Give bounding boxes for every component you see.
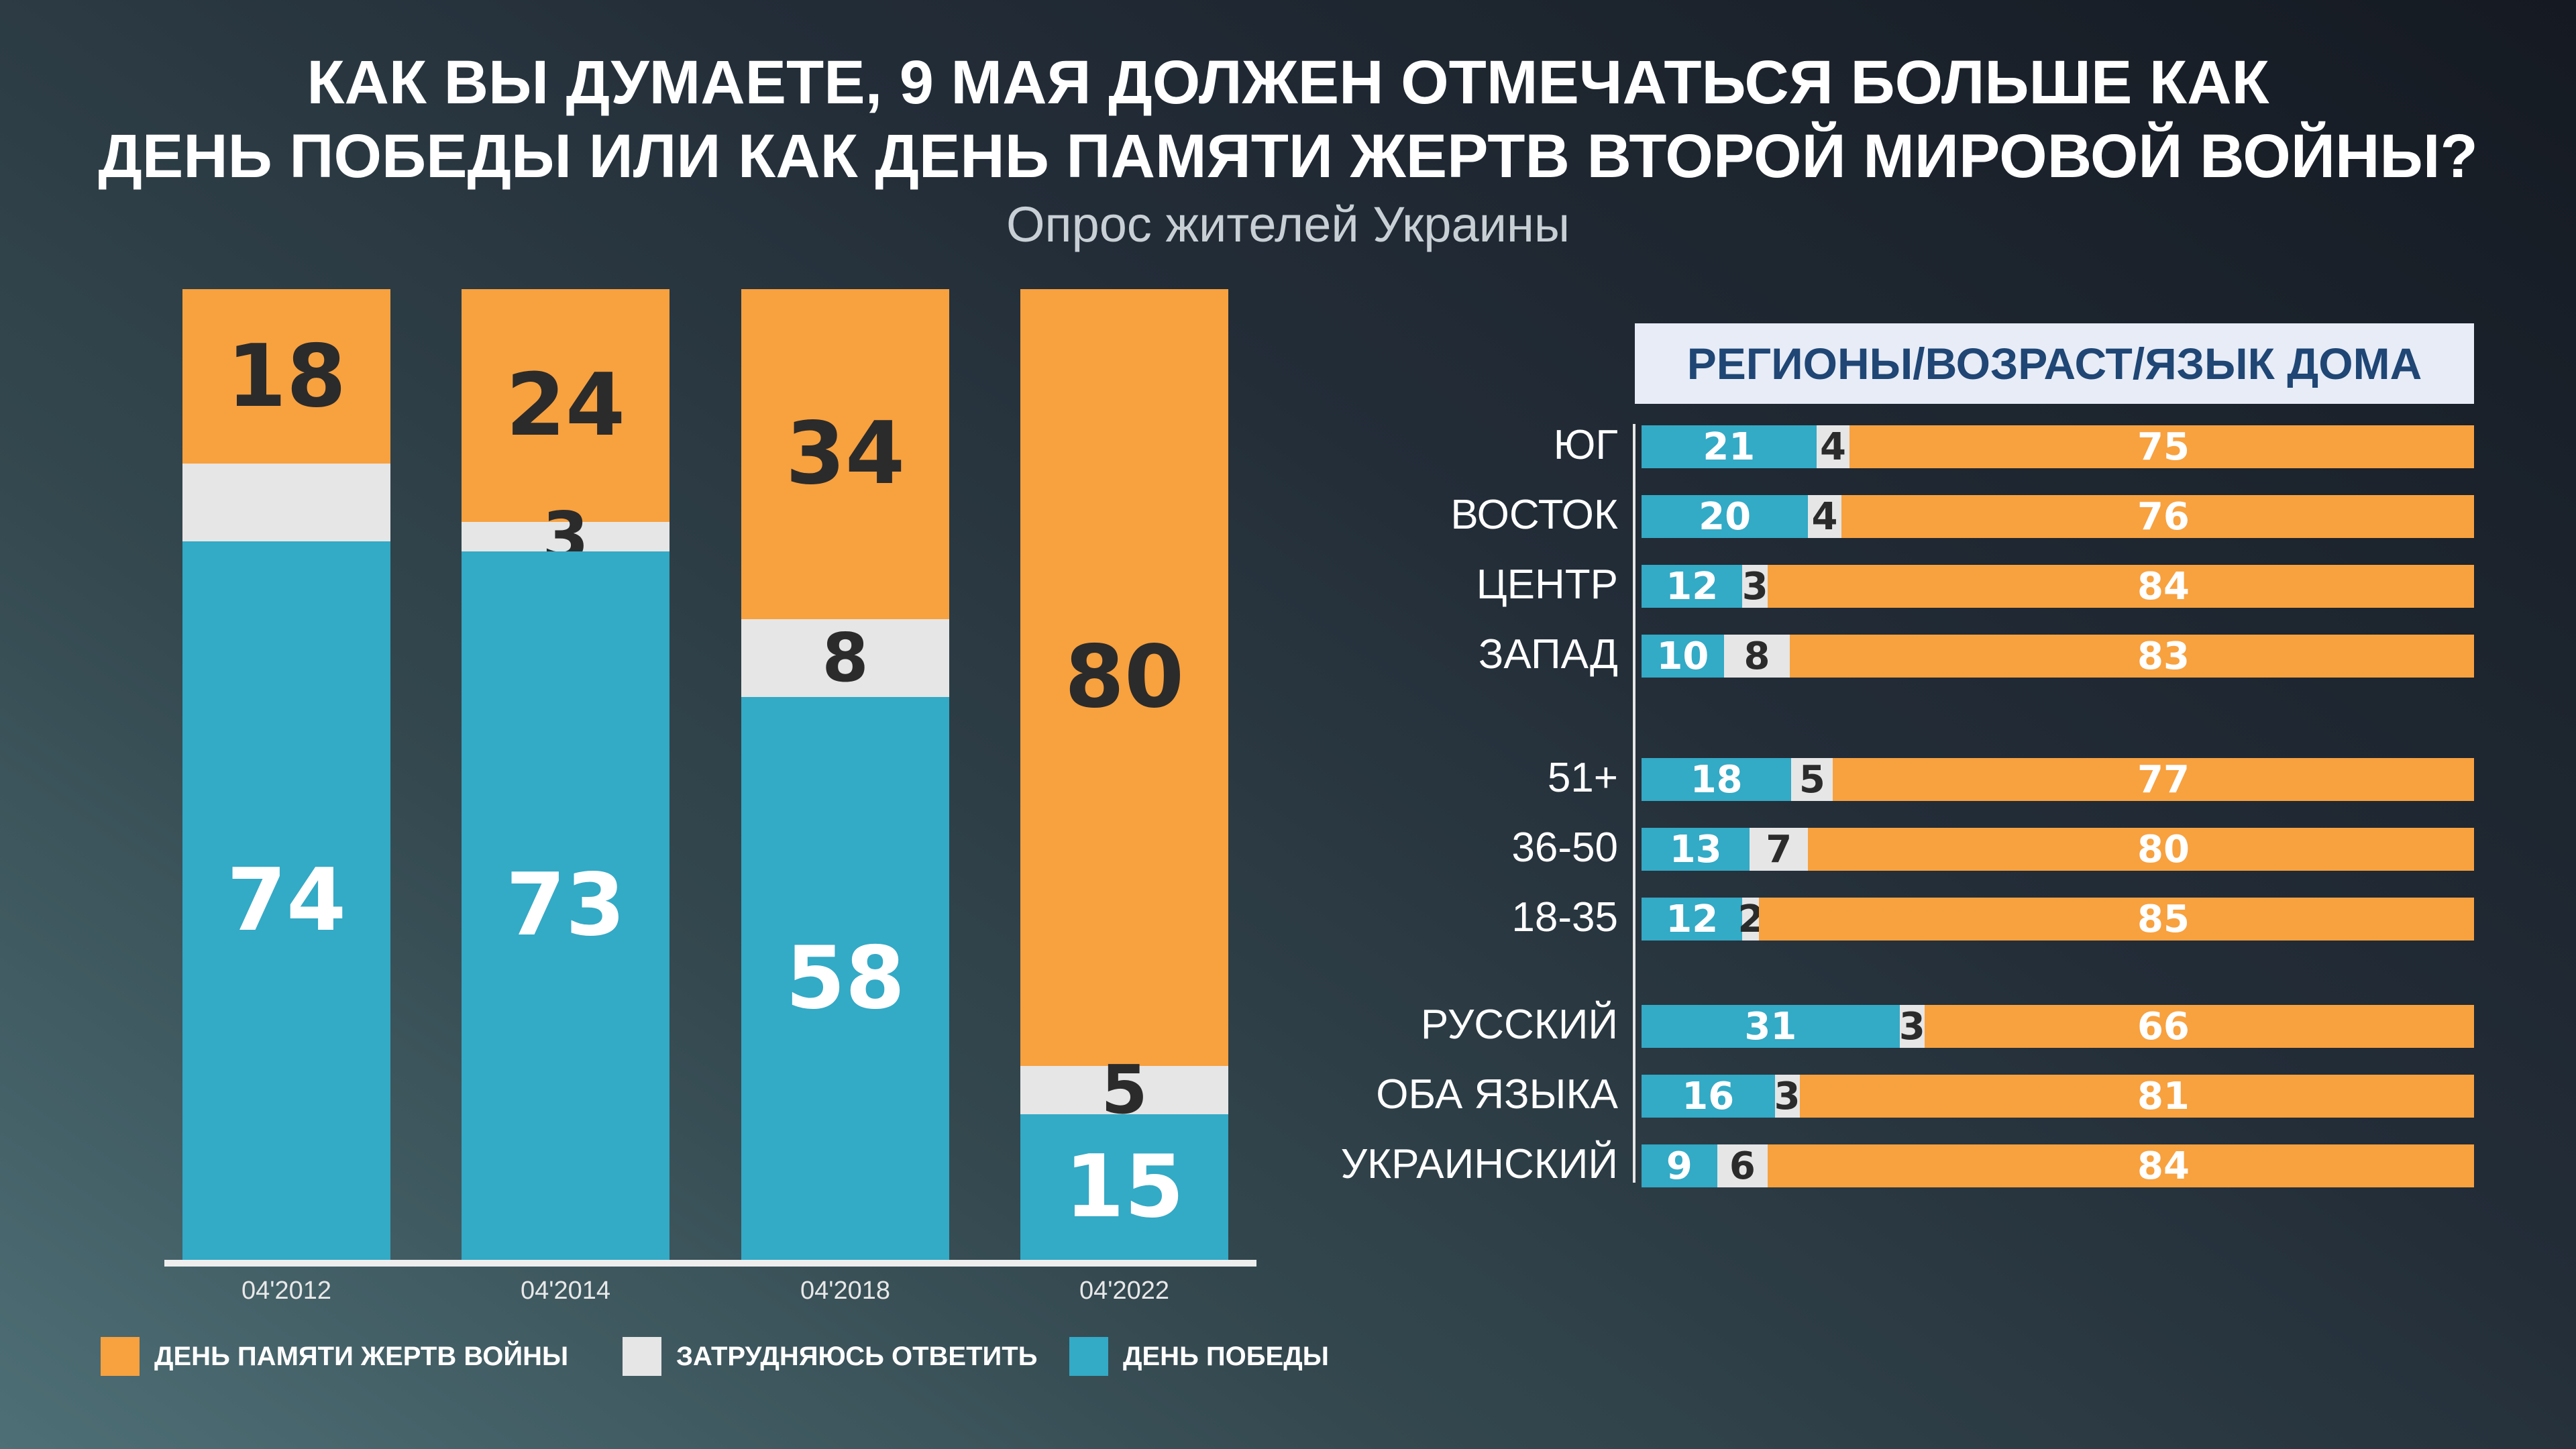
row-label: УКРАИНСКИЙ <box>1340 1141 1618 1187</box>
bar-segment-memory: 84 <box>1768 1144 2474 1188</box>
bar-segment-victory: 73 <box>462 551 669 1260</box>
bar-segment-memory: 77 <box>1833 758 2474 802</box>
breakdown-row: 51+ 18 5 77 <box>0 755 2576 802</box>
bar-segment-undecided: 7 <box>1750 828 1809 871</box>
row-label: ЦЕНТР <box>1476 561 1618 608</box>
bar-segment-victory: 15 <box>1020 1114 1228 1260</box>
bar-segment-memory: 80 <box>1020 289 1228 1066</box>
bar-segment-victory: 16 <box>1642 1075 1775 1118</box>
breakdown-row: ЦЕНТР 12 3 84 <box>0 561 2576 608</box>
bar-segment-victory: 31 <box>1642 1005 1900 1049</box>
bar-segment-victory: 9 <box>1642 1144 1717 1188</box>
stacked-bar: 9 6 84 <box>1642 1144 2474 1188</box>
legend-swatch-victory <box>1069 1337 1108 1376</box>
legend-label-victory: ДЕНЬ ПОБЕДЫ <box>1123 1341 1329 1371</box>
subtitle: Опрос жителей Украины <box>1006 197 1570 252</box>
bar-segment-undecided: 3 <box>1774 1074 1801 1118</box>
bar-segment-memory: 18 <box>182 289 390 464</box>
breakdown-row: УКРАИНСКИЙ 9 6 84 <box>0 1141 2576 1188</box>
bar-segment-victory: 20 <box>1642 495 1809 539</box>
bar-segment-undecided: 2 <box>1737 897 1764 941</box>
bar-segment-victory: 21 <box>1642 425 1817 469</box>
breakdown-row: ЮГ 21 4 75 <box>0 422 2576 469</box>
bar-3: 80 5 15 <box>1020 289 1228 1260</box>
row-label: 51+ <box>1547 755 1618 801</box>
legend-label-memory: ДЕНЬ ПАМЯТИ ЖЕРТВ ВОЙНЫ <box>154 1341 569 1371</box>
bar-segment-memory: 85 <box>1759 898 2474 941</box>
bar-segment-memory: 81 <box>1799 1075 2474 1118</box>
bar-segment-undecided: 6 <box>1717 1144 1768 1188</box>
row-label: ЮГ <box>1553 422 1618 468</box>
row-label: ОБА ЯЗЫКА <box>1376 1071 1618 1118</box>
stacked-bar: 18 5 77 <box>1642 758 2474 802</box>
bar-segment-undecided: 4 <box>1816 425 1850 469</box>
legend-victory: ДЕНЬ ПОБЕДЫ <box>1069 1337 1329 1376</box>
bar-segment-memory: 84 <box>1768 565 2474 608</box>
breakdown-row: ОБА ЯЗЫКА 16 3 81 <box>0 1071 2576 1118</box>
stacked-bar: 12 3 84 <box>1642 565 2474 608</box>
stacked-bar: 13 7 80 <box>1642 828 2474 871</box>
row-label: 18-35 <box>1511 894 1618 941</box>
legend-swatch-undecided <box>623 1337 661 1376</box>
bar-segment-undecided: 5 <box>1020 1051 1228 1129</box>
bar-segment-victory: 74 <box>182 541 390 1260</box>
bar-segment-memory: 24 <box>462 289 669 523</box>
legend-label-undecided: ЗАТРУДНЯЮСЬ ОТВЕТИТЬ <box>676 1341 1038 1371</box>
bar-segment-victory: 10 <box>1642 635 1724 678</box>
bar-segment-undecided: 3 <box>1741 564 1768 608</box>
stacked-bar: 31 3 66 <box>1642 1004 2474 1049</box>
bar-2: 34 8 58 <box>741 289 949 1260</box>
x-tick-label: 04'2022 <box>1079 1277 1170 1305</box>
title-line-2: ДЕНЬ ПОБЕДЫ ИЛИ КАК ДЕНЬ ПАМЯТИ ЖЕРТВ ВТ… <box>98 122 2478 191</box>
breakdown-row: ЗАПАД 10 8 83 <box>0 631 2576 678</box>
stacked-bar: 21 4 75 <box>1642 425 2474 469</box>
stacked-bar: 20 4 76 <box>1642 495 2474 539</box>
bar-segment-memory: 75 <box>1849 425 2474 469</box>
bar-segment-memory: 34 <box>741 289 949 619</box>
row-label: 36-50 <box>1511 824 1618 871</box>
breakdown-header: РЕГИОНЫ/ВОЗРАСТ/ЯЗЫК ДОМА <box>1635 323 2474 404</box>
stacked-bar: 12 2 85 <box>1642 898 2474 941</box>
row-label: ВОСТОК <box>1450 492 1618 538</box>
bar-segment-memory: 66 <box>1924 1005 2474 1049</box>
bar-segment-victory: 12 <box>1642 565 1743 608</box>
bar-segment-undecided: 4 <box>1808 495 1841 539</box>
bar-segment-victory: 58 <box>741 696 949 1260</box>
bar-segment-undecided: 8 <box>1723 635 1790 678</box>
breakdown-row: РУССКИЙ 31 3 66 <box>0 1002 2576 1049</box>
bar-0: 18 74 <box>182 289 390 1260</box>
stacked-bar: 16 3 81 <box>1642 1075 2474 1118</box>
bar-1: 24 3 73 <box>462 289 669 1260</box>
breakdown-row: ВОСТОК 20 4 76 <box>0 492 2576 539</box>
bar-segment-undecided: 3 <box>1898 1004 1925 1049</box>
bar-segment-undecided: 8 <box>741 619 949 697</box>
bar-segment-victory: 18 <box>1642 758 1792 802</box>
legend-swatch-memory <box>101 1337 140 1376</box>
bar-segment-victory: 13 <box>1642 828 1750 871</box>
bar-segment-memory: 76 <box>1841 495 2474 539</box>
stacked-bar: 10 8 83 <box>1642 635 2474 678</box>
x-axis-line <box>164 1260 1256 1267</box>
breakdown-row: 36-50 13 7 80 <box>0 824 2576 871</box>
breakdown-row: 18-35 12 2 85 <box>0 894 2576 941</box>
bar-segment-memory: 80 <box>1808 828 2474 871</box>
row-label: РУССКИЙ <box>1420 1002 1618 1048</box>
bar-segment-undecided: 5 <box>1791 758 1833 802</box>
title-line-1: КАК ВЫ ДУМАЕТЕ, 9 МАЯ ДОЛЖЕН ОТМЕЧАТЬСЯ … <box>307 48 2269 117</box>
x-tick-label: 04'2012 <box>241 1277 332 1305</box>
x-tick-label: 04'2018 <box>800 1277 891 1305</box>
bar-segment-undecided <box>182 464 390 542</box>
legend-undecided: ЗАТРУДНЯЮСЬ ОТВЕТИТЬ <box>623 1337 1037 1376</box>
row-label: ЗАПАД <box>1478 631 1618 678</box>
bar-segment-victory: 12 <box>1642 898 1743 941</box>
legend-memory: ДЕНЬ ПАМЯТИ ЖЕРТВ ВОЙНЫ <box>101 1337 568 1376</box>
breakdown-axis-line <box>1633 424 1635 1183</box>
x-tick-label: 04'2014 <box>520 1277 611 1305</box>
bar-segment-memory: 83 <box>1790 635 2474 678</box>
